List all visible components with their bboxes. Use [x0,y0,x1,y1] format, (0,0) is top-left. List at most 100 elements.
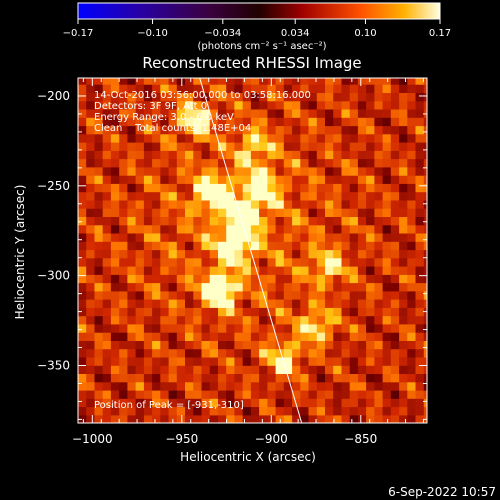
heatmap-cell [234,257,244,267]
heatmap-cell [415,92,425,102]
heatmap-cell [333,414,342,423]
heatmap-cell [127,125,137,135]
heatmap-cell [308,142,318,151]
heatmap-cell [325,199,334,209]
heatmap-cell [168,249,178,259]
heatmap-cell [341,241,351,251]
heatmap-cell [143,158,153,168]
heatmap-cell [374,249,384,259]
heatmap-cell [110,332,120,341]
heatmap-cell [308,282,318,292]
heatmap-cell [357,117,367,127]
heatmap-cell [382,166,392,176]
heatmap-cell [94,282,104,292]
heatmap-cell [143,299,153,308]
heatmap-cell [374,191,384,201]
heatmap-cell [127,175,137,184]
heatmap-cell [234,282,244,292]
heatmap-cell [366,348,375,358]
heatmap-cell [423,274,427,284]
heatmap-cell [160,78,170,85]
heatmap-cell [160,307,170,317]
heatmap-cell [407,191,417,201]
heatmap-cell [300,356,310,366]
heatmap-cell [226,125,235,135]
heatmap-cell [234,166,244,176]
heatmap-cell [119,150,128,160]
heatmap-cell [102,365,112,374]
heatmap-cell [308,199,318,209]
heatmap-cell [160,282,170,292]
heatmap-cell [341,183,351,193]
heatmap-cell [152,117,161,127]
heatmap-cell [193,199,203,209]
solar-limb-line [199,78,303,423]
heatmap-cell [250,142,260,151]
heatmap-cell [300,340,310,350]
heatmap-cell [267,348,277,358]
heatmap-cell [250,84,260,93]
heatmap-cell [349,398,359,408]
heatmap-cell [357,373,367,383]
heatmap-cell [201,158,211,168]
heatmap-cell [209,257,219,267]
heatmap-cell [366,332,375,341]
heatmap-cell [193,208,203,217]
heatmap-cell [349,356,359,366]
heatmap-cell [341,389,351,399]
heatmap-cell [119,84,128,93]
heatmap-cell [201,232,211,242]
heatmap-cell [226,315,235,325]
heatmap-cell [333,208,342,217]
heatmap-cell [292,315,301,325]
heatmap-cell [333,323,342,333]
heatmap-cell [86,133,95,143]
heatmap-cell [399,150,408,160]
heatmap-cell [119,365,128,374]
heatmap-cell [102,92,112,102]
heatmap-cell [226,257,235,267]
heatmap-cell [292,282,301,292]
heatmap-cell [218,406,227,416]
heatmap-cell [242,348,252,358]
heatmap-cell [152,92,161,102]
colorbar-tick-label: 0.17 [429,28,451,39]
heatmap-cell [399,340,408,350]
heatmap-cell [160,92,170,102]
heatmap-cell [390,232,400,242]
heatmap-cell [316,150,326,160]
heatmap-cell [110,84,120,93]
heatmap-cell [168,414,178,423]
heatmap-cell [267,365,277,374]
heatmap-cell [316,356,326,366]
heatmap-cell [143,241,153,251]
heatmap-cell [349,290,359,300]
heatmap-cell [325,389,334,399]
heatmap-cell [341,175,351,184]
heatmap-cell [283,224,293,234]
heatmap-cell [168,307,178,317]
heatmap-cell [78,340,87,350]
heatmap-cell [308,406,318,416]
heatmap-cell [102,381,112,391]
heatmap-cell [390,282,400,292]
heatmap-cell [267,323,277,333]
heatmap-cell [193,282,203,292]
heatmap-cell [357,191,367,201]
heatmap-cell [102,373,112,383]
heatmap-cell [292,150,301,160]
heatmap-cell [415,332,425,341]
heatmap-cell [382,332,392,341]
heatmap-cell [300,142,310,151]
heatmap-cell [325,365,334,374]
heatmap-cell [86,158,95,168]
heatmap-cell [349,266,359,275]
heatmap-cell [357,340,367,350]
heatmap-cell [415,307,425,317]
heatmap-cell [374,266,384,275]
heatmap-cell [250,158,260,168]
heatmap-cell [382,315,392,325]
colorbar-units: (photons cm⁻² s⁻¹ asec⁻²) [197,41,326,52]
heatmap-cell [316,108,326,118]
heatmap-cell [94,389,104,399]
